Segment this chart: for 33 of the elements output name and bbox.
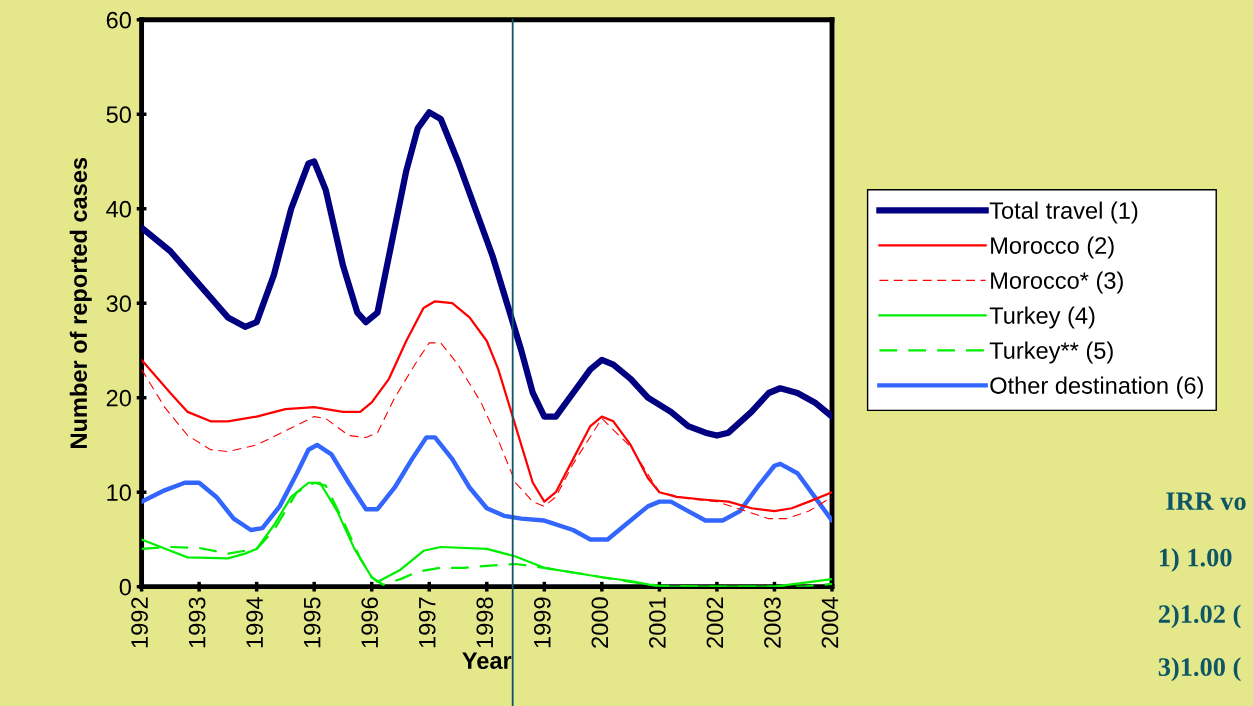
x-tick-label: 1999 [533,597,551,648]
legend-label: Turkey (4) [989,306,1095,329]
x-tick-label: 1992 [131,597,148,648]
x-tick-label: 1996 [361,597,379,648]
x-tick-label: 2004 [821,597,839,648]
text: 1) 1.00 [1159,547,1232,572]
legend-label: Morocco (2) [991,236,1114,259]
x-tick-label: 2003 [764,597,781,648]
x-tick-label: 1997 [418,597,436,648]
text: 2)1.02 ( [1158,604,1241,629]
y-tick-label: 60 [106,11,131,29]
legend-label: Other destination (6) [990,376,1203,399]
x-axis-title: Year [462,652,512,670]
y-tick-label: 20 [106,389,131,407]
x-tick-label: 1993 [188,597,206,648]
legend-label: Total travel (1) [989,201,1138,224]
y-tick-label: 10 [107,484,131,501]
x-tick-label: 2001 [649,597,666,648]
x-tick-label: 1998 [476,597,494,648]
y-tick-label: 40 [106,200,131,218]
y-tick-label: 30 [106,295,131,313]
legend-label: Turkey** (5) [989,341,1113,364]
y-tick-label: 0 [119,578,131,596]
y-axis-title: Number of reported cases [69,157,92,448]
text: 3)1.00 ( [1158,657,1241,682]
x-tick-label: 2002 [706,597,724,648]
text: IRR vo [1166,492,1246,511]
x-tick-label: 1995 [303,597,321,648]
x-tick-label: 2000 [591,597,609,648]
x-tick-label: 1994 [246,597,263,648]
line-series [141,435,832,542]
legend-label: Morocco* (3) [991,271,1123,294]
y-tick-label: 50 [106,106,131,124]
